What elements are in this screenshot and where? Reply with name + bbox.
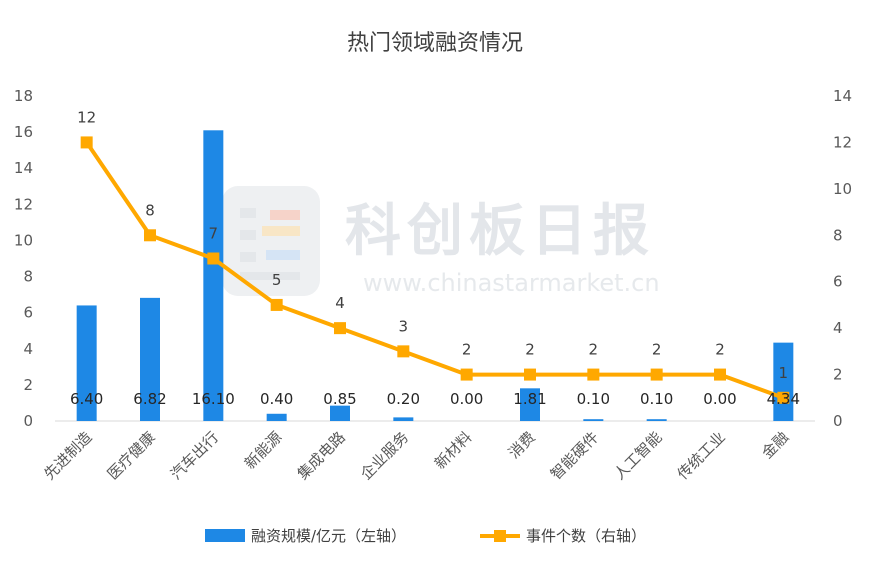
line-value-label: 3 (399, 317, 409, 335)
category-label: 医疗健康 (104, 428, 159, 483)
category-labels: 先进制造 医疗健康 汽车出行 新能源 集成电路 企业服务 新材料 消费 智能硬件 人工智能 传统工业… (40, 428, 792, 483)
category-label: 汽车出行 (167, 428, 222, 483)
bar-value-label: 6.40 (70, 390, 103, 408)
legend-bar-swatch (205, 529, 245, 542)
category-label: 新材料 (431, 428, 476, 473)
category-label: 先进制造 (40, 428, 95, 483)
watermark-name: 科创板日报 (345, 199, 655, 264)
left-tick-label: 8 (23, 268, 33, 286)
bar (203, 130, 224, 422)
right-tick-label: 4 (833, 319, 843, 337)
line-marker (460, 368, 473, 381)
line-value-label: 5 (272, 271, 282, 289)
line-value-label: 2 (525, 341, 535, 359)
bar-value-label: 0.85 (323, 390, 356, 408)
bar (646, 419, 667, 421)
chart-title: 热门领域融资情况 (347, 31, 523, 56)
bar-value-label: 0.20 (387, 390, 420, 408)
bar-value-label: 6.82 (133, 390, 166, 408)
right-tick-label: 0 (833, 412, 843, 430)
bar (140, 297, 160, 421)
left-tick-label: 18 (14, 87, 33, 105)
line-value-label: 12 (77, 108, 96, 126)
watermark-url: www.chinastarmarket.cn (363, 269, 660, 297)
line-value-label: 8 (145, 201, 155, 219)
line-marker (270, 298, 283, 311)
bar-value-label: 16.10 (192, 390, 235, 408)
bar-value-label: 0.00 (450, 390, 483, 408)
line-marker (714, 368, 726, 381)
right-tick-label: 2 (833, 366, 843, 384)
bar-value-label: 4.34 (767, 390, 800, 408)
bar-value-labels: 6.40 6.82 16.10 0.40 0.85 0.20 0.00 1.81 0.10 0.1… (70, 390, 800, 408)
line-value-label: 2 (652, 341, 662, 359)
line-path (85, 141, 785, 400)
line-marker (777, 391, 790, 404)
line-value-label: 1 (779, 364, 789, 382)
right-axis: 0 2 4 6 8 10 12 14 (833, 87, 852, 430)
watermark: 科创板日报 www.chinastarmarket.cn (222, 186, 660, 297)
line-value-labels: 12 8 7 5 4 3 2 2 2 2 2 1 (77, 108, 788, 381)
right-tick-label: 10 (833, 180, 852, 198)
bar (76, 305, 97, 421)
bar-series (76, 130, 794, 422)
right-tick-label: 12 (833, 133, 852, 151)
legend-line-marker (494, 530, 506, 542)
left-tick-label: 16 (14, 123, 33, 141)
line-value-label: 7 (209, 225, 219, 243)
category-label: 新能源 (241, 428, 286, 473)
line-marker (207, 252, 220, 265)
watermark-logo-icon (240, 208, 300, 280)
left-tick-label: 2 (23, 376, 33, 394)
line-marker (80, 136, 93, 149)
line-value-label: 2 (715, 341, 725, 359)
legend-line-label: 事件个数（右轴） (526, 527, 646, 545)
category-label: 传统工业 (674, 428, 729, 483)
bar (520, 388, 540, 421)
line-marker (587, 368, 600, 381)
left-tick-label: 10 (14, 231, 33, 249)
line-value-label: 2 (462, 341, 472, 359)
line-marker (524, 368, 536, 381)
right-tick-label: 14 (833, 87, 852, 105)
legend-bar-label: 融资规模/亿元（左轴） (251, 527, 406, 545)
right-tick-label: 8 (833, 226, 843, 244)
bar-value-label: 0.00 (703, 390, 736, 408)
legend: 融资规模/亿元（左轴） 事件个数（右轴） (205, 527, 646, 545)
category-label: 企业服务 (357, 428, 412, 483)
category-label: 人工智能 (610, 428, 665, 483)
category-label: 集成电路 (294, 428, 349, 483)
left-tick-label: 6 (23, 304, 33, 322)
bar-value-label: 0.40 (260, 390, 293, 408)
line-value-label: 4 (335, 294, 345, 312)
bar (773, 342, 794, 421)
bar-value-label: 1.81 (513, 390, 546, 408)
line-marker (144, 229, 156, 242)
line-marker (650, 368, 663, 381)
bar-value-label: 0.10 (577, 390, 610, 408)
bar (393, 417, 414, 421)
right-tick-label: 6 (833, 273, 843, 291)
left-axis: 0 2 4 6 8 10 12 14 16 18 (14, 87, 33, 430)
left-tick-label: 4 (23, 340, 33, 358)
left-tick-label: 12 (14, 195, 33, 213)
bar (330, 405, 350, 421)
line-value-label: 2 (589, 341, 599, 359)
line-series (80, 136, 790, 404)
category-label: 智能硬件 (547, 428, 602, 483)
left-tick-label: 14 (14, 159, 33, 177)
bar (266, 413, 287, 421)
left-tick-label: 0 (23, 412, 33, 430)
line-marker (397, 345, 410, 358)
line-marker (334, 322, 346, 335)
category-label: 金融 (758, 428, 792, 462)
category-label: 消费 (505, 428, 539, 462)
bar-value-label: 0.10 (640, 390, 673, 408)
bar (583, 419, 604, 421)
